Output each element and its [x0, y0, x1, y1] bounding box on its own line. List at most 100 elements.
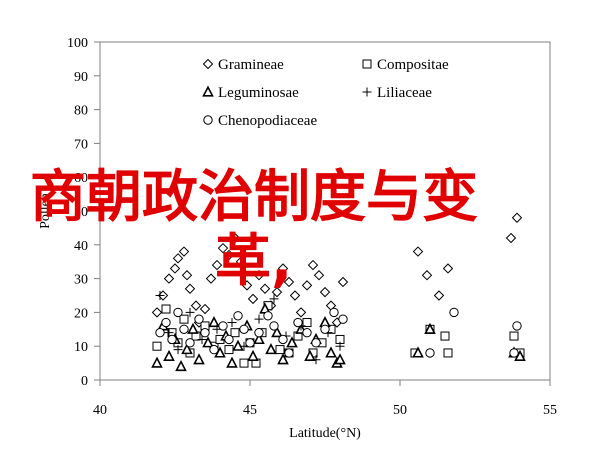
- data-point-leguminosae: [265, 343, 277, 355]
- data-point-gramineae: [172, 253, 184, 264]
- data-point-gramineae: [295, 307, 307, 318]
- data-point-gramineae: [271, 286, 283, 298]
- data-point-chenopodiaceae: [293, 317, 303, 328]
- data-point-gramineae: [169, 263, 181, 274]
- data-point-chenopodiaceae: [155, 327, 165, 338]
- data-point-liliaceae: [185, 307, 195, 317]
- data-point-compositae: [443, 348, 453, 358]
- data-point-gramineae: [442, 263, 454, 274]
- data-point-liliaceae: [311, 355, 321, 365]
- data-point-leguminosae: [271, 326, 283, 338]
- data-point-gramineae: [337, 276, 349, 288]
- data-point-liliaceae: [227, 318, 237, 328]
- data-point-liliaceae: [254, 314, 264, 324]
- data-points: [151, 212, 526, 372]
- y-tick-label: 50: [74, 205, 88, 220]
- data-point-compositae: [161, 304, 171, 314]
- data-point-chenopodiaceae: [167, 334, 177, 345]
- data-point-leguminosae: [187, 322, 199, 334]
- x-tick-label: 55: [543, 403, 557, 418]
- data-point-leguminosae: [286, 336, 298, 348]
- data-point-chenopodiaceae: [161, 317, 171, 328]
- data-point-liliaceae: [164, 328, 174, 338]
- data-point-gramineae: [259, 283, 271, 294]
- legend-marker-liliaceae: [362, 87, 372, 97]
- data-point-leguminosae: [208, 316, 220, 328]
- data-point-gramineae: [505, 232, 517, 244]
- data-point-gramineae: [181, 270, 193, 281]
- data-point-gramineae: [151, 307, 163, 318]
- legend-label-leguminosae: Leguminosae: [218, 85, 299, 101]
- data-point-chenopodiaceae: [179, 324, 189, 334]
- data-point-compositae: [440, 331, 450, 341]
- y-tick-label: 20: [74, 306, 88, 321]
- data-point-gramineae: [301, 280, 313, 291]
- data-point-liliaceae: [269, 294, 279, 304]
- x-tick-label: 50: [393, 403, 407, 418]
- legend-label-compositae: Compositae: [377, 57, 449, 73]
- x-tick-label: 40: [93, 403, 107, 418]
- legend-label-liliaceae: Liliaceae: [377, 85, 432, 101]
- data-point-chenopodiaceae: [239, 324, 249, 334]
- data-point-gramineae: [199, 303, 211, 315]
- data-point-gramineae: [247, 293, 259, 305]
- y-tick-label: 100: [67, 36, 88, 51]
- data-point-chenopodiaceae: [320, 324, 330, 334]
- data-point-leguminosae: [202, 336, 214, 348]
- x-axis-label: Latitude(°N): [289, 426, 361, 441]
- data-point-chenopodiaceae: [185, 338, 195, 348]
- data-point-gramineae: [178, 246, 190, 257]
- data-point-chenopodiaceae: [269, 321, 279, 331]
- x-axis: 40 45 50 55: [93, 380, 557, 418]
- data-point-gramineae: [229, 232, 241, 244]
- data-point-leguminosae: [175, 359, 187, 372]
- data-point-chenopodiaceae: [224, 334, 234, 345]
- data-point-compositae: [239, 358, 249, 368]
- data-point-chenopodiaceae: [233, 311, 243, 321]
- data-point-leguminosae: [412, 346, 424, 358]
- data-point-chenopodiaceae: [218, 321, 228, 331]
- data-point-leguminosae: [253, 332, 265, 345]
- data-point-gramineae: [163, 273, 175, 284]
- data-point-liliaceae: [155, 291, 165, 300]
- legend-marker-compositae: [362, 59, 372, 69]
- legend-marker-gramineae: [202, 58, 214, 70]
- y-tick-label: 90: [74, 70, 88, 85]
- data-point-leguminosae: [226, 356, 238, 368]
- data-point-leguminosae: [214, 346, 226, 358]
- data-point-chenopodiaceae: [338, 314, 348, 324]
- y-axis: 0 10 20 30 40 50 60 70 80 90 100: [67, 36, 100, 389]
- data-point-gramineae: [211, 259, 223, 271]
- data-point-compositae: [275, 345, 285, 355]
- data-point-gramineae: [307, 259, 319, 271]
- legend: Gramineae Compositae Leguminosae Chenopodia…: [202, 57, 449, 129]
- data-point-gramineae: [313, 270, 325, 281]
- data-point-liliaceae: [173, 345, 183, 355]
- data-point-chenopodiaceae: [173, 307, 183, 318]
- legend-label-chenopodiaceae: Chenopodiaceae: [218, 113, 317, 129]
- data-point-leguminosae: [163, 349, 175, 361]
- y-tick-label: 40: [74, 239, 88, 254]
- data-point-chenopodiaceae: [194, 314, 204, 324]
- y-tick-label: 80: [74, 104, 88, 119]
- data-point-leguminosae: [424, 322, 436, 334]
- data-point-chenopodiaceae: [449, 307, 459, 318]
- data-point-gramineae: [277, 263, 289, 274]
- data-point-chenopodiaceae: [209, 344, 219, 355]
- data-point-leguminosae: [325, 346, 337, 358]
- y-tick-label: 70: [74, 137, 88, 152]
- data-point-compositae: [509, 331, 519, 341]
- data-point-liliaceae: [335, 341, 345, 351]
- data-point-gramineae: [283, 276, 295, 288]
- data-point-gramineae: [511, 212, 523, 223]
- data-point-liliaceae: [197, 334, 207, 344]
- data-point-gramineae: [235, 256, 247, 267]
- data-point-leguminosae: [151, 356, 163, 368]
- data-point-gramineae: [190, 300, 202, 311]
- data-point-gramineae: [412, 246, 424, 257]
- legend-marker-leguminosae: [202, 85, 214, 97]
- data-point-gramineae: [433, 290, 445, 301]
- data-point-chenopodiaceae: [509, 348, 519, 358]
- data-point-gramineae: [421, 270, 433, 281]
